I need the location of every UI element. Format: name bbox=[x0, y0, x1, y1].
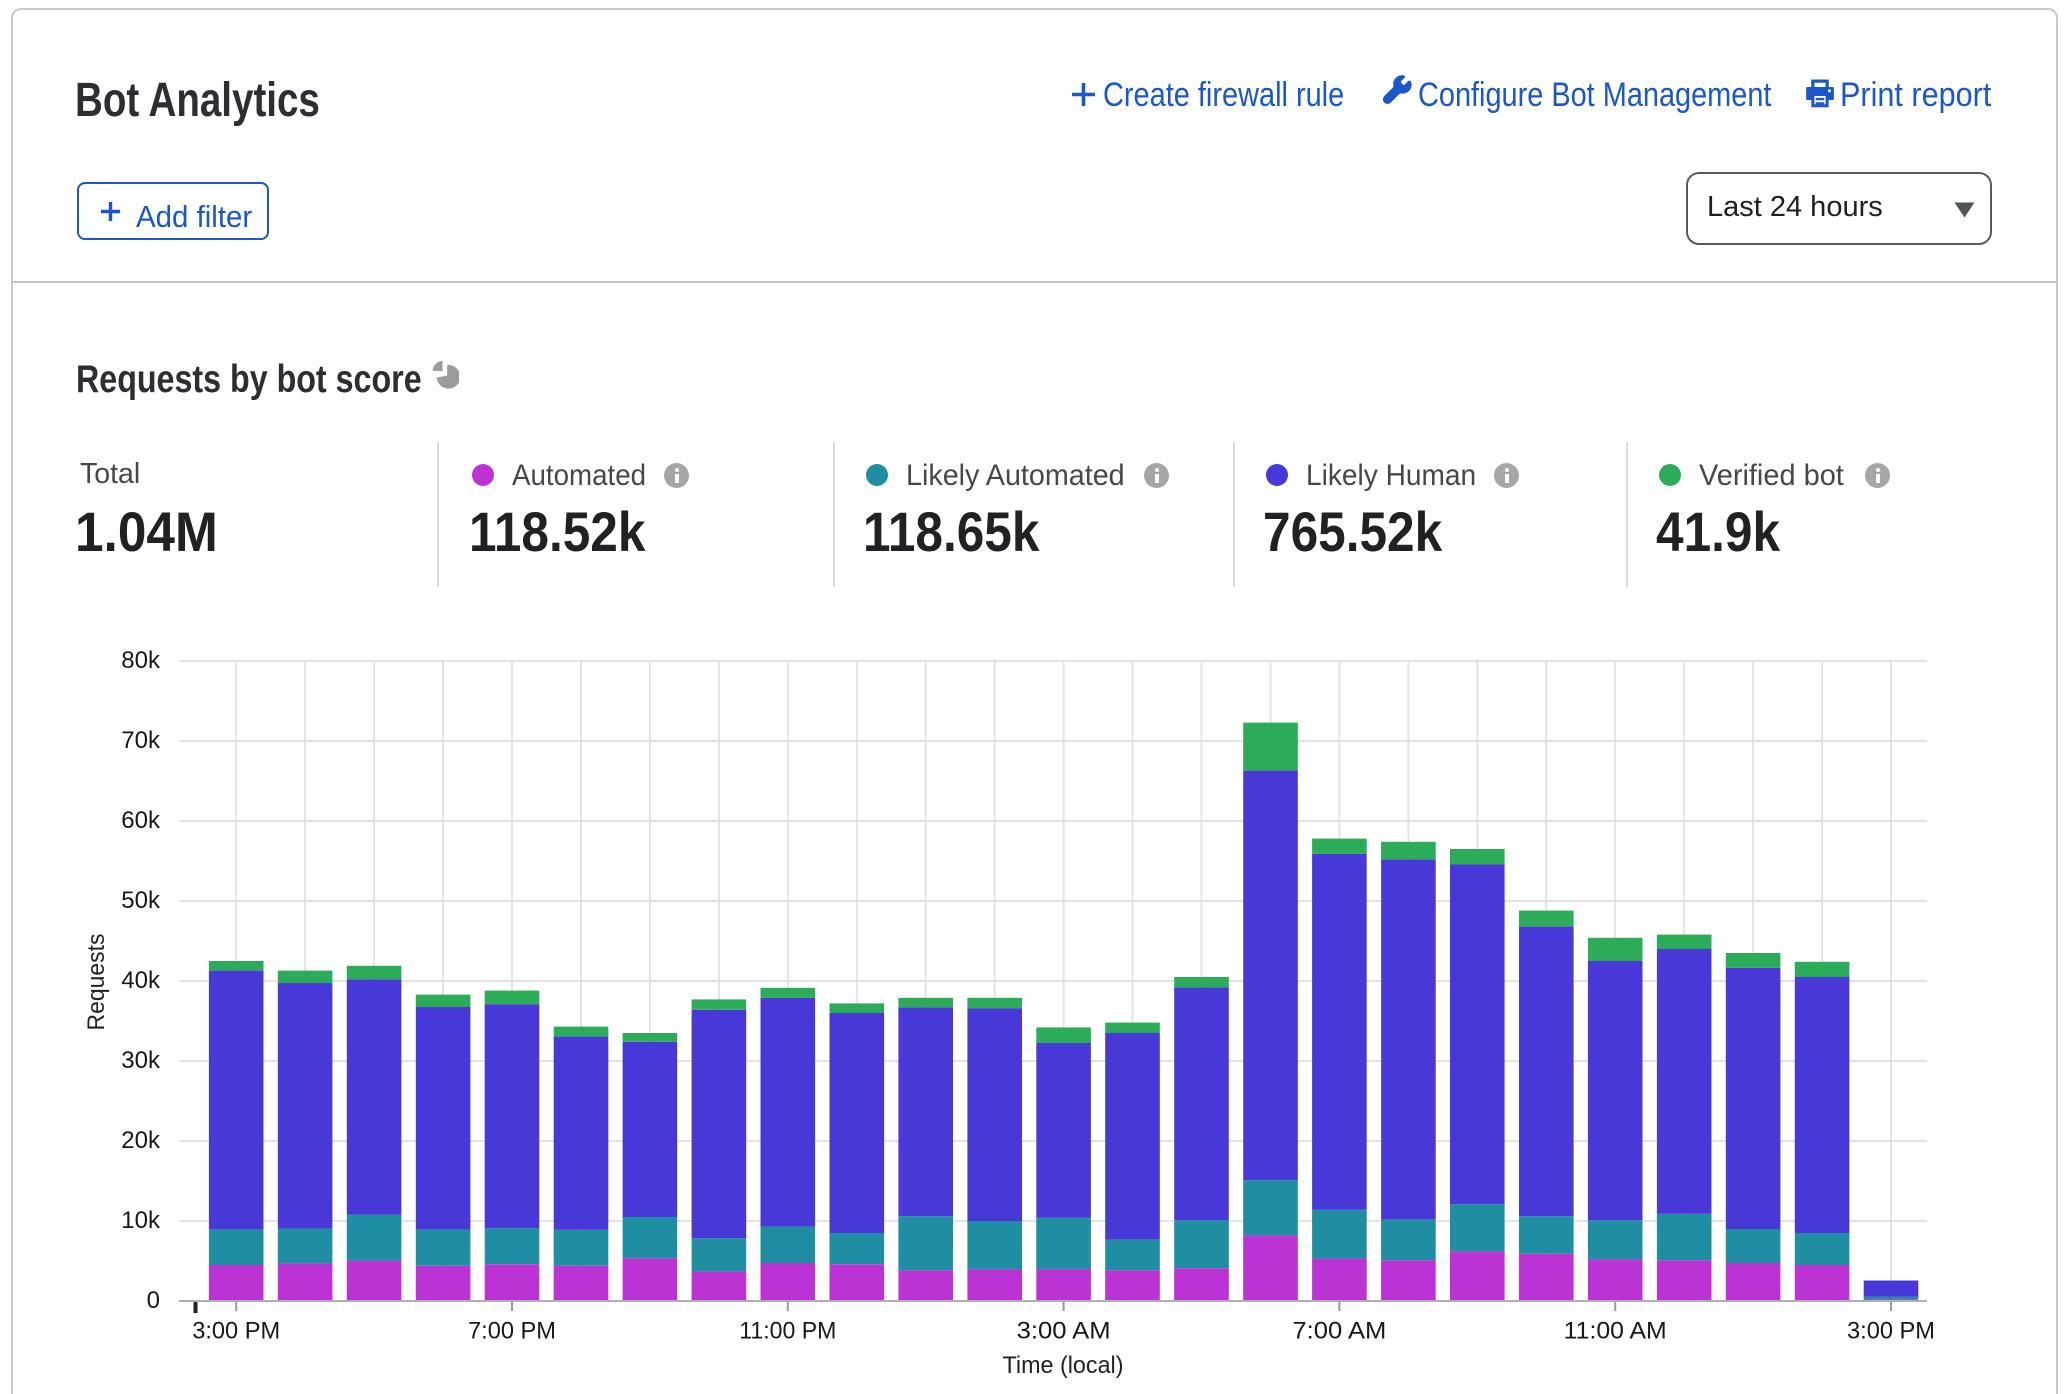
svg-text:40k: 40k bbox=[121, 967, 161, 994]
svg-text:70k: 70k bbox=[121, 727, 161, 754]
svg-text:80k: 80k bbox=[121, 647, 161, 674]
svg-text:60k: 60k bbox=[121, 807, 161, 834]
svg-text:20k: 20k bbox=[121, 1127, 161, 1154]
svg-text:11:00 AM: 11:00 AM bbox=[1564, 1318, 1667, 1345]
svg-text:7:00 AM: 7:00 AM bbox=[1292, 1318, 1386, 1345]
svg-text:3:00 AM: 3:00 AM bbox=[1017, 1318, 1111, 1345]
svg-text:3:00 PM: 3:00 PM bbox=[1847, 1318, 1935, 1345]
svg-text:0: 0 bbox=[147, 1287, 160, 1314]
svg-text:11:00 PM: 11:00 PM bbox=[739, 1318, 836, 1345]
svg-text:Requests: Requests bbox=[83, 934, 110, 1031]
svg-text:3:00 PM: 3:00 PM bbox=[192, 1318, 280, 1345]
svg-text:10k: 10k bbox=[121, 1207, 161, 1234]
svg-text:7:00 PM: 7:00 PM bbox=[468, 1318, 556, 1345]
svg-text:30k: 30k bbox=[121, 1047, 161, 1074]
svg-text:Time (local): Time (local) bbox=[1003, 1352, 1124, 1379]
svg-text:50k: 50k bbox=[121, 887, 161, 914]
